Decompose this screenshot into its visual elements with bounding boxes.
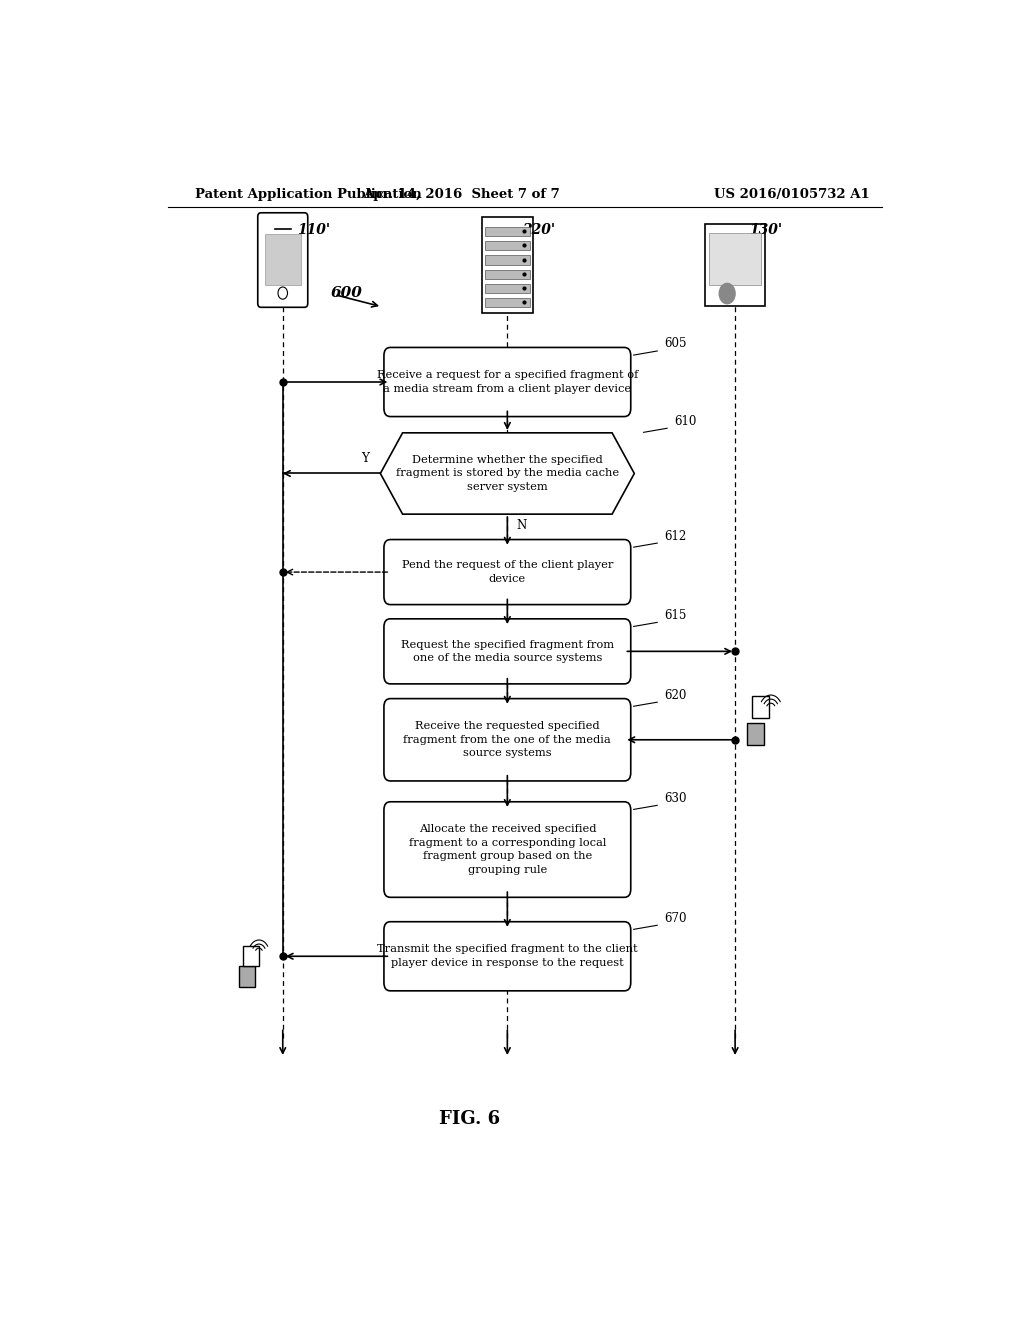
Text: 610: 610 [674, 414, 696, 428]
Text: 612: 612 [665, 529, 686, 543]
FancyBboxPatch shape [384, 619, 631, 684]
Text: 110': 110' [297, 223, 330, 236]
Text: Pend the request of the client player
device: Pend the request of the client player de… [401, 560, 613, 583]
Text: 620: 620 [665, 689, 686, 702]
Circle shape [719, 284, 735, 304]
Text: 130': 130' [750, 223, 782, 236]
FancyBboxPatch shape [384, 801, 631, 898]
FancyBboxPatch shape [384, 347, 631, 417]
FancyBboxPatch shape [752, 696, 769, 718]
FancyBboxPatch shape [384, 698, 631, 781]
Text: 630: 630 [665, 792, 686, 805]
Text: Receive the requested specified
fragment from the one of the media
source system: Receive the requested specified fragment… [403, 721, 611, 759]
FancyBboxPatch shape [484, 284, 530, 293]
Text: 670: 670 [665, 912, 686, 925]
FancyBboxPatch shape [384, 921, 631, 991]
Text: 600: 600 [331, 285, 362, 300]
Text: Determine whether the specified
fragment is stored by the media cache
server sys: Determine whether the specified fragment… [396, 455, 618, 492]
Text: Request the specified fragment from
one of the media source systems: Request the specified fragment from one … [400, 640, 614, 663]
FancyBboxPatch shape [481, 216, 534, 313]
FancyBboxPatch shape [258, 213, 308, 308]
Text: Allocate the received specified
fragment to a corresponding local
fragment group: Allocate the received specified fragment… [409, 824, 606, 875]
FancyBboxPatch shape [484, 298, 530, 308]
FancyBboxPatch shape [710, 232, 761, 285]
Text: FIG. 6: FIG. 6 [438, 1110, 500, 1127]
Text: 220': 220' [521, 223, 555, 236]
Text: Patent Application Publication: Patent Application Publication [196, 189, 422, 202]
FancyBboxPatch shape [240, 966, 255, 987]
Text: Transmit the specified fragment to the client
player device in response to the r: Transmit the specified fragment to the c… [377, 945, 638, 968]
FancyBboxPatch shape [384, 540, 631, 605]
Text: US 2016/0105732 A1: US 2016/0105732 A1 [715, 189, 870, 202]
FancyBboxPatch shape [484, 227, 530, 236]
FancyBboxPatch shape [243, 946, 259, 966]
Polygon shape [380, 433, 634, 515]
Text: Y: Y [360, 453, 369, 466]
Text: N: N [517, 519, 527, 532]
FancyBboxPatch shape [484, 256, 530, 264]
FancyBboxPatch shape [484, 242, 530, 251]
FancyBboxPatch shape [484, 269, 530, 279]
Text: 615: 615 [665, 609, 686, 622]
FancyBboxPatch shape [706, 224, 765, 306]
Text: Receive a request for a specified fragment of
a media stream from a client playe: Receive a request for a specified fragme… [377, 370, 638, 393]
FancyBboxPatch shape [265, 234, 301, 285]
FancyBboxPatch shape [748, 722, 765, 744]
Text: Apr. 14, 2016  Sheet 7 of 7: Apr. 14, 2016 Sheet 7 of 7 [362, 189, 560, 202]
Text: 605: 605 [665, 338, 686, 351]
